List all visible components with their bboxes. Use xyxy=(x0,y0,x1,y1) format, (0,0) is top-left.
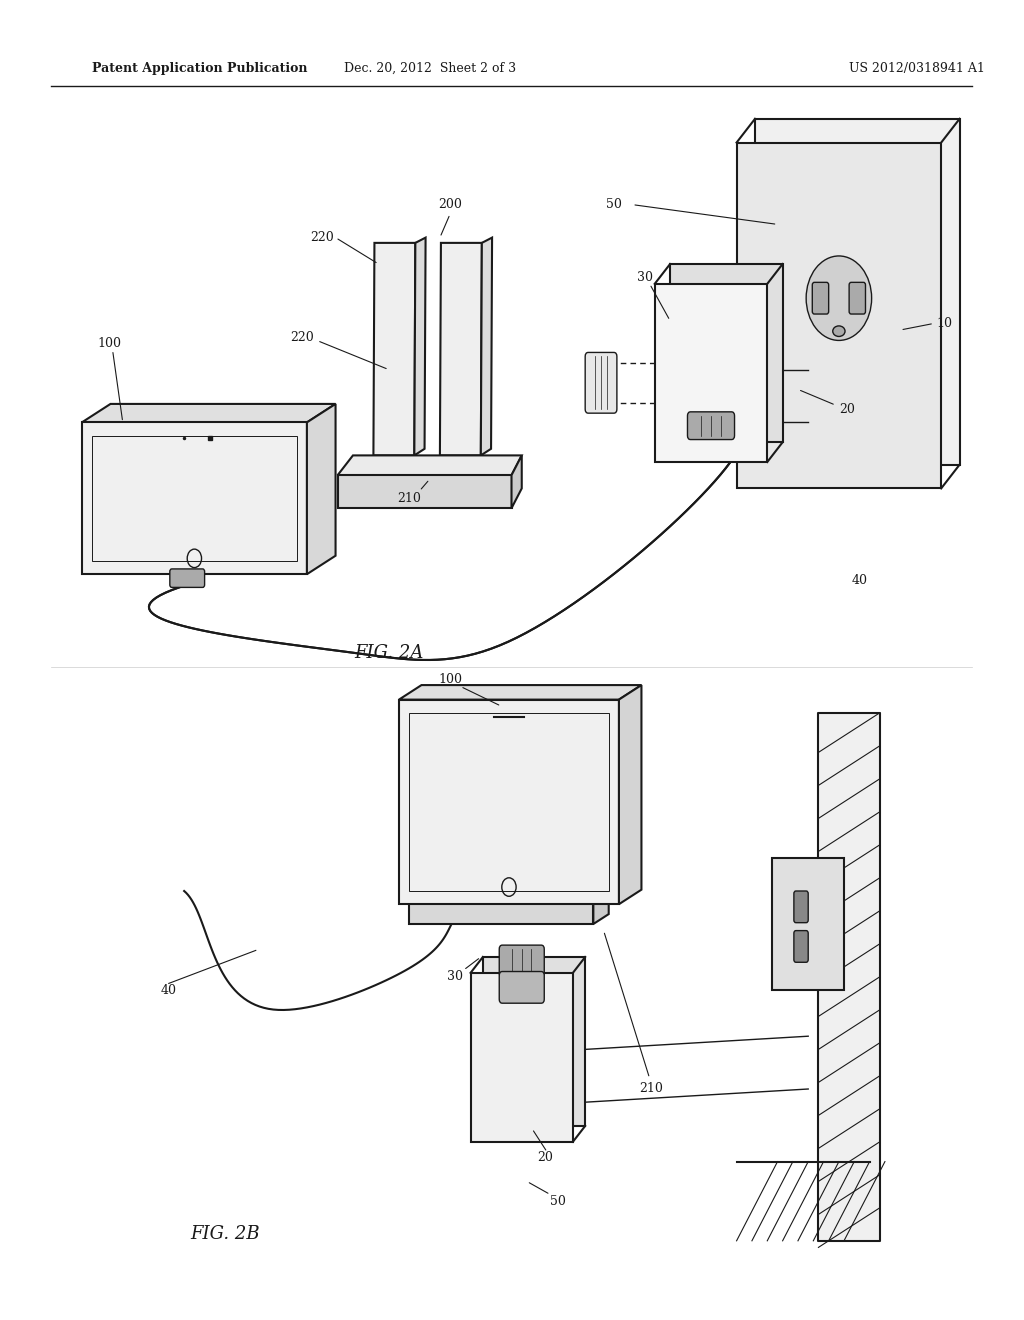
Text: 210: 210 xyxy=(639,1082,664,1096)
Ellipse shape xyxy=(833,326,845,337)
Polygon shape xyxy=(374,243,416,455)
Text: 200: 200 xyxy=(438,198,462,211)
FancyBboxPatch shape xyxy=(794,891,808,923)
Text: 50: 50 xyxy=(606,198,622,211)
Text: 20: 20 xyxy=(538,1151,553,1164)
FancyBboxPatch shape xyxy=(500,972,544,1003)
Polygon shape xyxy=(410,891,593,924)
FancyBboxPatch shape xyxy=(849,282,865,314)
Polygon shape xyxy=(481,238,493,455)
Text: 20: 20 xyxy=(839,403,855,416)
Text: 10: 10 xyxy=(936,317,952,330)
Text: Dec. 20, 2012  Sheet 2 of 3: Dec. 20, 2012 Sheet 2 of 3 xyxy=(344,62,516,75)
Polygon shape xyxy=(483,957,585,1126)
Polygon shape xyxy=(471,973,572,1142)
Text: Patent Application Publication: Patent Application Publication xyxy=(92,62,307,75)
FancyBboxPatch shape xyxy=(812,282,828,314)
Text: 100: 100 xyxy=(97,337,121,350)
Text: 30: 30 xyxy=(637,271,652,284)
Polygon shape xyxy=(593,882,608,924)
FancyBboxPatch shape xyxy=(794,931,808,962)
Polygon shape xyxy=(307,404,336,574)
Polygon shape xyxy=(755,119,959,465)
Polygon shape xyxy=(338,455,522,475)
Polygon shape xyxy=(82,404,336,422)
Polygon shape xyxy=(399,700,618,904)
Polygon shape xyxy=(654,284,767,462)
Polygon shape xyxy=(399,685,641,700)
Text: 30: 30 xyxy=(447,970,463,983)
Polygon shape xyxy=(338,475,512,508)
Circle shape xyxy=(806,256,871,341)
Text: US 2012/0318941 A1: US 2012/0318941 A1 xyxy=(849,62,985,75)
Text: 50: 50 xyxy=(550,1195,565,1208)
Polygon shape xyxy=(415,238,426,455)
Text: 220: 220 xyxy=(290,331,313,345)
Text: 40: 40 xyxy=(161,983,177,997)
Polygon shape xyxy=(618,685,641,904)
Polygon shape xyxy=(410,882,608,891)
Text: 210: 210 xyxy=(397,492,421,506)
Text: FIG. 2B: FIG. 2B xyxy=(190,1225,260,1243)
Polygon shape xyxy=(440,243,482,455)
Text: FIG. 2A: FIG. 2A xyxy=(354,644,424,663)
FancyBboxPatch shape xyxy=(585,352,616,413)
FancyBboxPatch shape xyxy=(500,945,544,977)
FancyBboxPatch shape xyxy=(170,569,205,587)
Text: 100: 100 xyxy=(438,673,462,686)
Polygon shape xyxy=(512,455,522,508)
Polygon shape xyxy=(736,143,941,488)
Text: 220: 220 xyxy=(310,231,334,244)
Polygon shape xyxy=(82,422,307,574)
FancyBboxPatch shape xyxy=(687,412,734,440)
Polygon shape xyxy=(670,264,782,442)
Polygon shape xyxy=(772,858,844,990)
Text: 40: 40 xyxy=(851,574,867,587)
